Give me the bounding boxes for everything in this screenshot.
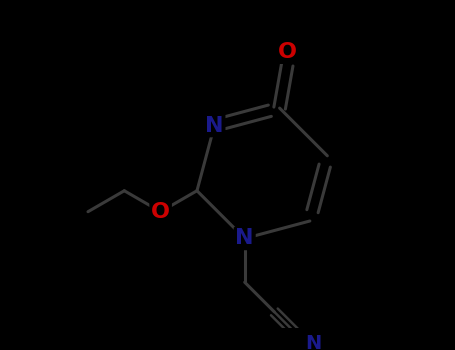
Text: N: N [235,229,254,248]
Text: O: O [278,42,297,62]
Text: N: N [305,334,321,350]
Text: O: O [151,202,170,222]
Text: N: N [205,116,224,135]
